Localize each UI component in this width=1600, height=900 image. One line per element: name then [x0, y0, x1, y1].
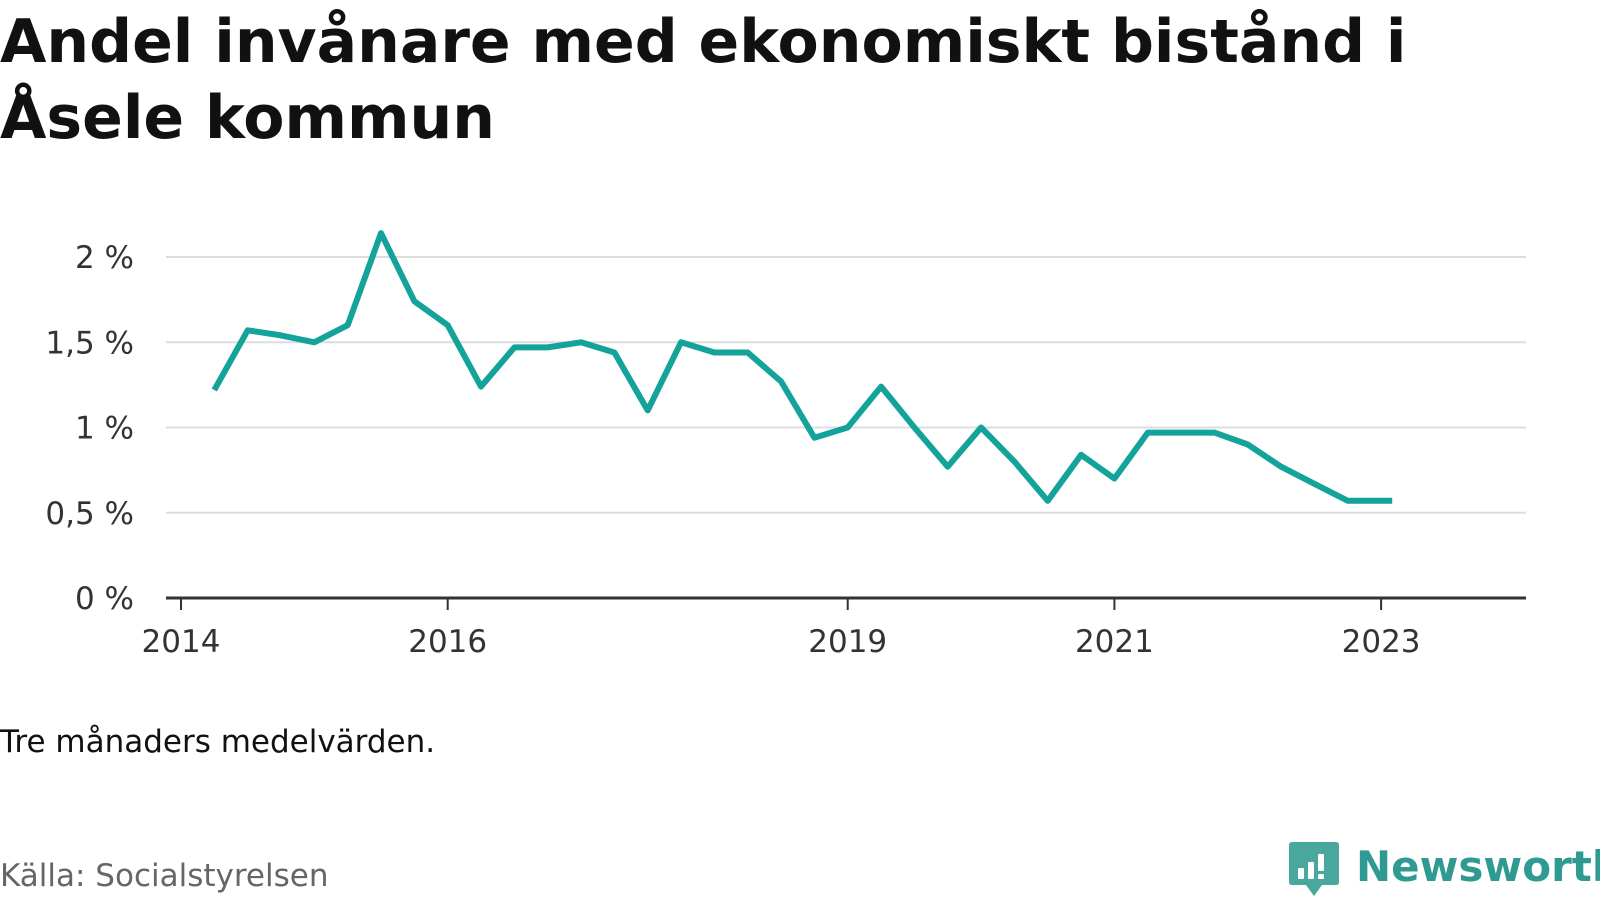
series-layer: [211, 230, 1393, 504]
y-tick-label: 0 %: [75, 581, 134, 617]
chart-title: Andel invånare med ekonomiskt bistånd i …: [0, 7, 1407, 153]
y-tick-label: 1 %: [75, 411, 134, 447]
x-tick-label: 2023: [1342, 624, 1421, 660]
newsworthy-logo-icon: [1289, 842, 1339, 896]
y-axis-labels: 0 % 0,5 % 1 % 1,5 % 2 %: [45, 240, 134, 617]
y-tick-label: 0,5 %: [45, 496, 134, 532]
brand-name: Newsworthy: [1356, 842, 1600, 891]
x-tick-label: 2019: [808, 624, 887, 660]
series-line: [211, 230, 1393, 504]
y-tick-label: 2 %: [75, 240, 134, 276]
x-tick-label: 2014: [142, 624, 221, 660]
x-tick-label: 2016: [408, 624, 487, 660]
source-label: Källa: Socialstyrelsen: [0, 858, 329, 894]
y-tick-label: 1,5 %: [45, 325, 134, 361]
line-chart: 0 % 0,5 % 1 % 1,5 % 2 % 2014 2016 2019 2021 2023: [45, 230, 1526, 660]
x-tick-label: 2021: [1075, 624, 1154, 660]
x-axis: 2014 2016 2019 2021 2023: [142, 596, 1526, 660]
newsworthy-logo: Newsworthy: [1288, 840, 1600, 900]
chart-note: Tre månaders medelvärden.: [0, 724, 436, 760]
grid-lines: [166, 256, 1526, 514]
